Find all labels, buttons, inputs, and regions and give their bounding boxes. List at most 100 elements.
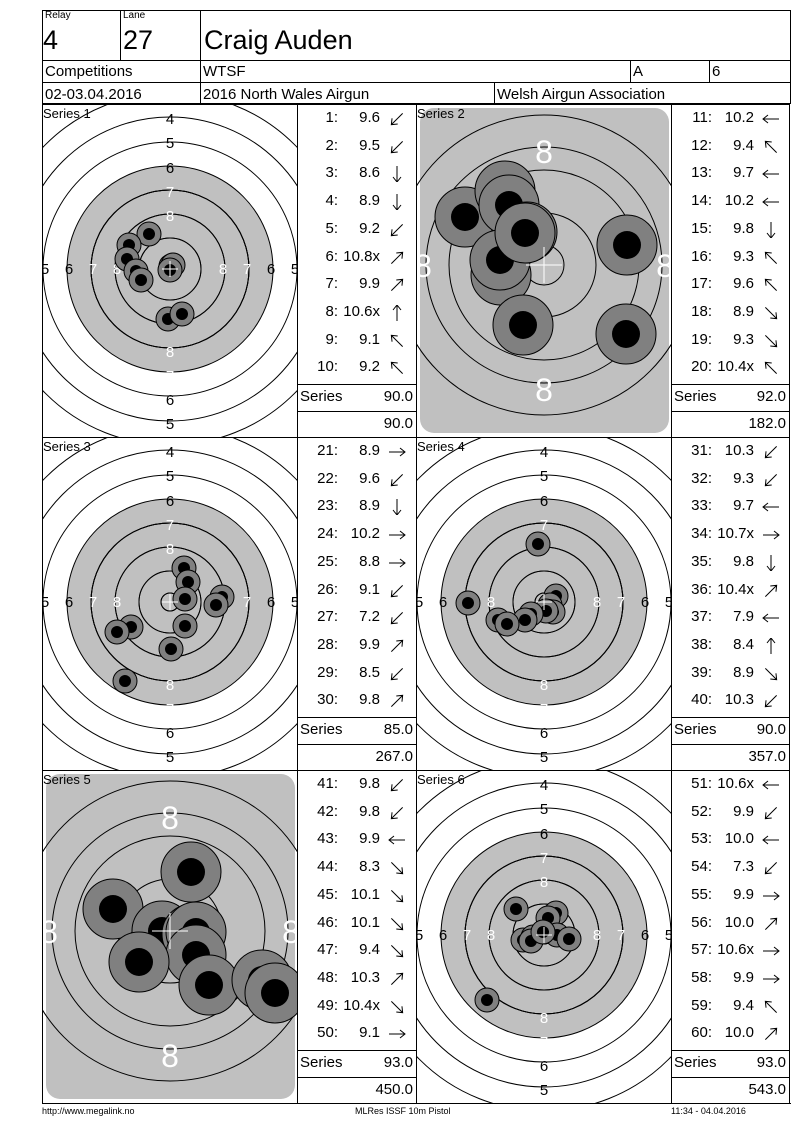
shot-list: 51: 10.6x 52: 9.9 53: 10.0 54: 7.3 55: 9.9 56: 10.0… [671, 770, 790, 1103]
ring-number-label: 4 [166, 111, 174, 128]
series-total-label: Series [300, 721, 343, 738]
direction-arrow-icon [763, 946, 780, 956]
series-total-value: 93.0 [756, 1054, 786, 1071]
class-number: 6 [712, 63, 721, 80]
header-box [42, 10, 791, 104]
shot-row: 40: 10.3 [672, 691, 791, 711]
ring-number-label: 8 [540, 874, 548, 891]
ring-number-label: 5 [540, 468, 548, 485]
shot-score: 10.1 [350, 885, 380, 903]
shot-number: 22: [317, 469, 338, 487]
direction-arrow-icon [764, 667, 778, 680]
shot-score: 10.0 [724, 1024, 754, 1042]
shot-row: 32: 9.3 [672, 470, 791, 490]
shot-hole [172, 586, 198, 612]
direction-arrow-icon [388, 836, 405, 845]
shot-number: 15: [691, 219, 712, 237]
ring-number-label: 5 [166, 135, 174, 152]
ring-number-label: 6 [641, 594, 649, 611]
shot-number: 13: [691, 164, 712, 182]
ring-number-label: 7 [617, 594, 625, 611]
shot-hole [172, 613, 198, 639]
cumulative-total: 357.0 [748, 748, 786, 765]
ring-number-label: 5 [540, 749, 548, 766]
lane-value: 27 [123, 25, 154, 55]
ring-number-label: 8 [113, 261, 121, 278]
shot-row: 23: 8.9 [298, 497, 417, 517]
shot-number: 6: [325, 247, 338, 265]
ring-number-label: 8 [487, 927, 495, 944]
shot-row: 31: 10.3 [672, 442, 791, 462]
shot-number: 3: [325, 164, 338, 182]
direction-arrow-icon [389, 447, 406, 457]
shot-score: 10.4x [717, 580, 754, 598]
shot-number: 11: [692, 109, 712, 126]
shot-row: 48: 10.3 [298, 969, 417, 989]
shot-number: 2: [325, 136, 338, 154]
cumulative-total: 267.0 [375, 748, 413, 765]
direction-arrow-icon [766, 637, 776, 654]
shot-score: 9.8 [733, 552, 754, 570]
ring-number-label: 6 [65, 261, 73, 278]
ring-number-label: 5 [291, 261, 297, 278]
shot-score: 8.8 [359, 552, 380, 570]
ring-number-label: 8 [166, 677, 174, 694]
cumulative-total: 543.0 [748, 1081, 786, 1098]
shot-hole [494, 202, 556, 264]
shot-number: 19: [691, 330, 712, 348]
shot-row: 46: 10.1 [298, 914, 417, 934]
shot-number: 54: [691, 858, 712, 876]
shot-number: 44: [317, 858, 338, 876]
shot-row: 41: 9.8 [298, 775, 417, 795]
shot-row: 9: 9.1 [298, 331, 417, 351]
shot-row: 28: 9.9 [298, 636, 417, 656]
shot-hole [494, 611, 520, 637]
ring-number-label: 7 [617, 927, 625, 944]
direction-arrow-icon [390, 1000, 404, 1013]
shot-number: 42: [317, 802, 338, 820]
shot-hole [244, 962, 297, 1024]
shot-row: 22: 9.6 [298, 470, 417, 490]
shot-hole [108, 931, 170, 993]
shot-hole [104, 619, 130, 645]
ring-number-label: 6 [540, 1058, 548, 1075]
shot-row: 35: 9.8 [672, 553, 791, 573]
shot-hole [82, 878, 144, 940]
shot-hole [203, 592, 229, 618]
direction-arrow-icon [762, 780, 779, 790]
shot-number: 12: [691, 136, 712, 154]
shot-number: 34: [691, 525, 712, 543]
direction-arrow-icon [390, 778, 404, 792]
shot-row: 14: 10.2 [672, 192, 791, 212]
direction-arrow-icon [762, 613, 779, 623]
ring-number-label: 7 [243, 261, 251, 278]
shot-list: 11: 10.2 12: 9.4 13: 9.7 14: 10.2 15: 9.8 16: 9.3 17… [671, 104, 790, 437]
shot-number: 46: [317, 913, 338, 931]
shot-hole [595, 303, 657, 365]
shot-number: 57: [691, 941, 712, 959]
ring-number-label: 6 [641, 927, 649, 944]
shot-hole [158, 636, 184, 662]
shot-score: 10.2 [350, 525, 380, 543]
shot-score: 9.8 [359, 691, 380, 709]
direction-arrow-icon [764, 584, 778, 597]
series-total-value: 90.0 [756, 721, 786, 738]
series-label: Series 2 [417, 106, 465, 121]
shot-score: 9.8 [733, 219, 754, 237]
direction-arrow-icon [390, 972, 404, 985]
shot-row: 26: 9.1 [298, 581, 417, 601]
shot-hole [556, 926, 582, 952]
series-label: Series 1 [43, 106, 91, 121]
shot-row: 43: 9.9 [298, 830, 417, 850]
shot-score: 7.2 [359, 608, 380, 626]
shot-number: 56: [691, 913, 712, 931]
shot-score: 8.4 [733, 635, 754, 653]
ring-number-label: 7 [89, 594, 97, 611]
shot-number: 37: [691, 608, 712, 626]
footer-url[interactable]: http://www.megalink.no [42, 1106, 135, 1116]
ring-number-label: 8 [535, 134, 553, 170]
series-label: Series 5 [43, 772, 91, 787]
shot-number: 9: [325, 330, 338, 348]
ring-number-label: 8 [540, 677, 548, 694]
direction-arrow-icon [762, 197, 779, 207]
